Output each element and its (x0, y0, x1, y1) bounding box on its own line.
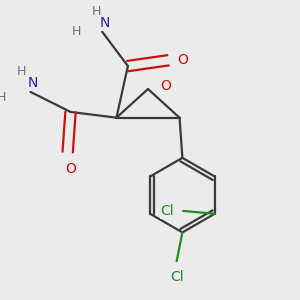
Text: H: H (72, 25, 81, 38)
Text: H: H (92, 5, 101, 18)
Text: H: H (17, 65, 26, 78)
Text: N: N (28, 76, 38, 90)
Text: O: O (177, 53, 188, 67)
Text: H: H (0, 91, 6, 104)
Text: Cl: Cl (170, 270, 184, 284)
Text: N: N (100, 16, 110, 30)
Text: Cl: Cl (160, 204, 174, 218)
Text: O: O (160, 79, 171, 93)
Text: O: O (65, 162, 76, 176)
